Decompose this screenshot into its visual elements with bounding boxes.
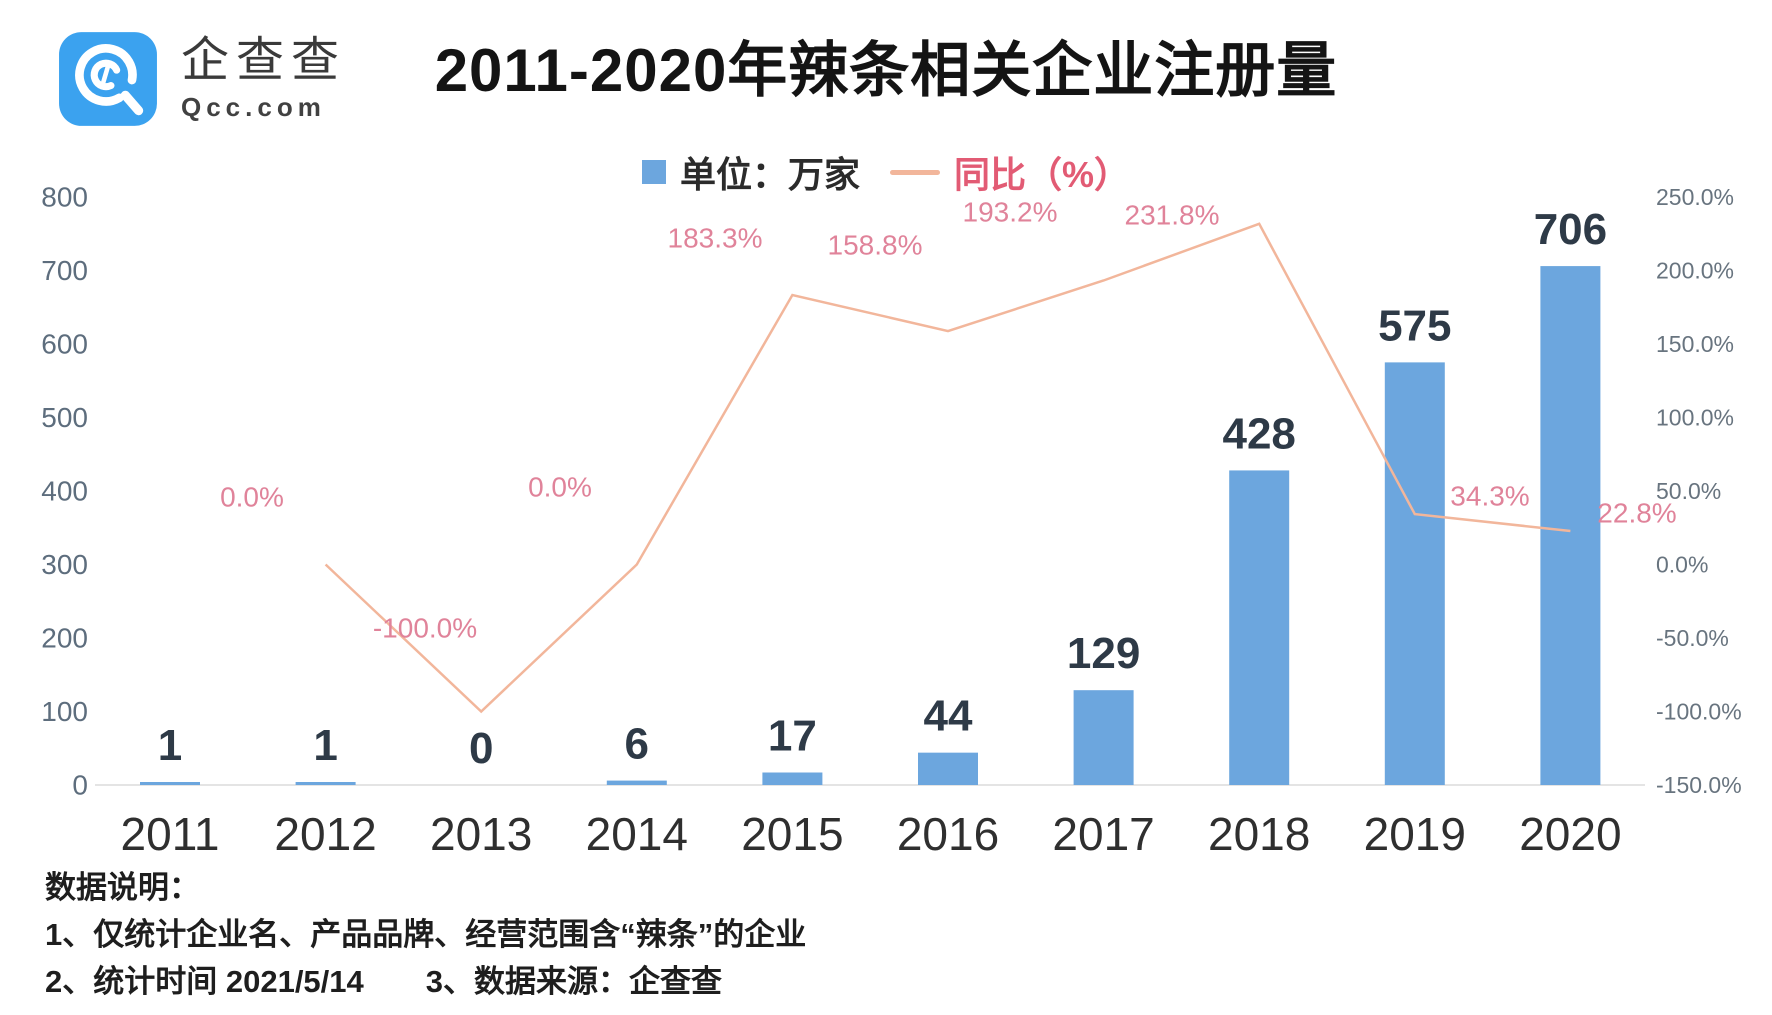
left-axis-tick: 200 — [41, 623, 88, 654]
bar-2017 — [1073, 690, 1134, 785]
bar-value-label: 6 — [625, 720, 649, 769]
bar-value-label: 1 — [313, 721, 337, 770]
left-axis-tick: 0 — [72, 770, 88, 801]
footnote-2: 2、统计时间 2021/5/14 — [45, 964, 364, 999]
footnote-1: 1、仅统计企业名、产品品牌、经营范围含“辣条”的企业 — [45, 917, 807, 952]
chart-area: 0 100 200 300 400 500 600 700 800 -150.0% -100.0% -… — [41, 182, 1742, 861]
year-label: 2014 — [586, 808, 688, 860]
footnote-3: 3、数据来源：企查查 — [425, 964, 723, 999]
footnotes: 数据说明： 1、仅统计企业名、产品品牌、经营范围含“辣条”的企业 2、统计时间 … — [45, 864, 806, 1005]
bar-2020 — [1540, 266, 1601, 786]
bar-legend-swatch-icon — [641, 160, 666, 184]
bar-value-label: 706 — [1534, 205, 1607, 254]
right-axis-tick: -50.0% — [1656, 625, 1729, 651]
line-value-label: 158.8% — [828, 230, 923, 261]
qcc-logo-text: 企查查 Qcc.com — [181, 34, 347, 123]
year-label: 2019 — [1364, 808, 1466, 860]
bar-value-label: 1 — [158, 721, 182, 770]
logo-domain: Qcc.com — [181, 91, 326, 122]
right-axis-tick: 50.0% — [1656, 478, 1721, 504]
chart-legend: 单位：万家 同比（%） — [0, 146, 1772, 198]
right-axis-tick: -150.0% — [1656, 772, 1742, 798]
left-axis-tick: 600 — [41, 329, 88, 360]
right-axis-tick: 100.0% — [1656, 405, 1734, 431]
qcc-logo: 企查查 Qcc.com — [57, 30, 346, 128]
year-label: 2017 — [1052, 808, 1154, 860]
right-axis-tick: 0.0% — [1656, 552, 1708, 578]
bar-2018 — [1229, 470, 1290, 785]
year-label: 2012 — [274, 808, 376, 860]
left-axis-tick: 800 — [41, 182, 88, 213]
year-label: 2020 — [1519, 808, 1621, 860]
line-value-label: 193.2% — [963, 197, 1058, 228]
line-legend-dash-icon — [890, 169, 940, 175]
line-legend-label: 同比（%） — [954, 154, 1131, 195]
right-axis-tick: -100.0% — [1656, 699, 1742, 725]
footnote-heading: 数据说明： — [45, 870, 200, 905]
footnote-row: 2、统计时间 2021/5/14 3、数据来源：企查查 — [45, 958, 806, 1005]
logo-brand: 企查查 — [181, 34, 347, 88]
line-value-label: 0.0% — [220, 482, 284, 513]
bar-value-label: 17 — [768, 712, 817, 761]
line-value-label: 22.8% — [1597, 498, 1676, 529]
line-value-label: 231.8% — [1125, 200, 1220, 231]
line-value-label: 183.3% — [668, 223, 763, 254]
line-value-label: 0.0% — [528, 472, 592, 503]
left-axis-tick: 300 — [41, 549, 88, 580]
bar-2016 — [918, 752, 978, 785]
bar-2014 — [606, 780, 667, 785]
bar-value-label: 129 — [1067, 629, 1140, 678]
bar-2019 — [1384, 362, 1445, 785]
year-label: 2011 — [121, 808, 220, 860]
bar-2015 — [762, 772, 823, 785]
year-label: 2015 — [741, 808, 843, 860]
left-axis-tick: 400 — [41, 476, 88, 507]
bar-legend-label: 单位：万家 — [679, 154, 860, 195]
right-axis-tick: 150.0% — [1656, 331, 1734, 357]
left-axis-tick: 100 — [41, 696, 88, 727]
line-value-label: -100.0% — [373, 613, 477, 644]
bar-value-label: 575 — [1378, 301, 1451, 350]
page-title: 2011-2020年辣条相关企业注册量 — [434, 37, 1338, 104]
right-axis-tick: 250.0% — [1656, 184, 1734, 210]
left-axis-tick: 700 — [41, 255, 88, 286]
line-value-label: 34.3% — [1450, 481, 1529, 512]
year-label: 2016 — [897, 808, 999, 860]
left-axis-tick: 500 — [41, 402, 88, 433]
bar-2012 — [295, 782, 356, 785]
year-label: 2013 — [430, 808, 532, 860]
growth-line — [324, 222, 1571, 714]
bar-value-label: 428 — [1222, 409, 1295, 458]
qcc-logo-icon — [59, 32, 157, 126]
year-label: 2018 — [1208, 808, 1310, 860]
bar-value-label: 0 — [469, 724, 493, 773]
bar-value-label: 44 — [924, 692, 973, 741]
right-axis-tick: 200.0% — [1656, 258, 1734, 284]
bar-2011 — [140, 782, 200, 785]
